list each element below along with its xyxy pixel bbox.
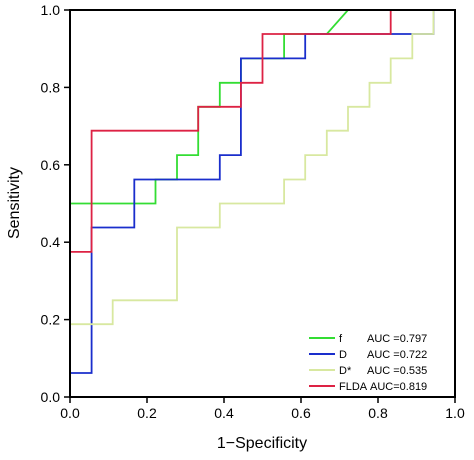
legend-auc-value: AUC =0.535: [367, 365, 427, 377]
legend-series-name: FLDA: [339, 381, 368, 393]
y-axis-title: Sensitivity: [6, 167, 23, 239]
y-tick-label: 0.6: [41, 157, 61, 173]
axis-ticks: 0.0 0.2 0.4 0.6 0.8 1.0 0.0 0.2 0.4 0.6 0.8 1.0: [41, 2, 465, 421]
legend: f AUC =0.797 D AUC =0.722 D* AUC =0.535 FLDA AU…: [309, 333, 427, 393]
y-tick-label: 0.0: [41, 389, 61, 405]
series-line-flda: [69, 9, 455, 397]
x-tick-label: 0.0: [60, 405, 80, 421]
y-tick-label: 0.8: [41, 79, 61, 95]
x-tick-label: 0.2: [137, 405, 157, 421]
legend-auc-value: AUC =0.797: [367, 333, 427, 345]
series-layer: [69, 9, 455, 397]
x-tick-label: 0.4: [214, 405, 234, 421]
legend-series-name: f: [339, 333, 343, 345]
legend-auc-value: AUC =0.722: [367, 349, 427, 361]
y-tick-label: 1.0: [41, 2, 61, 18]
y-tick-label: 0.4: [41, 234, 61, 250]
x-axis-title: 1−Specificity: [217, 435, 307, 452]
legend-series-name: D: [339, 349, 347, 361]
y-tick-label: 0.2: [41, 312, 61, 328]
x-tick-label: 0.6: [291, 405, 311, 421]
legend-series-name: D*: [339, 365, 352, 377]
x-tick-label: 0.8: [368, 405, 388, 421]
legend-auc-value: AUC=0.819: [370, 381, 427, 393]
x-tick-label: 1.0: [445, 405, 465, 421]
plot-frame: [69, 9, 456, 398]
series-line-dstar: [69, 9, 455, 397]
